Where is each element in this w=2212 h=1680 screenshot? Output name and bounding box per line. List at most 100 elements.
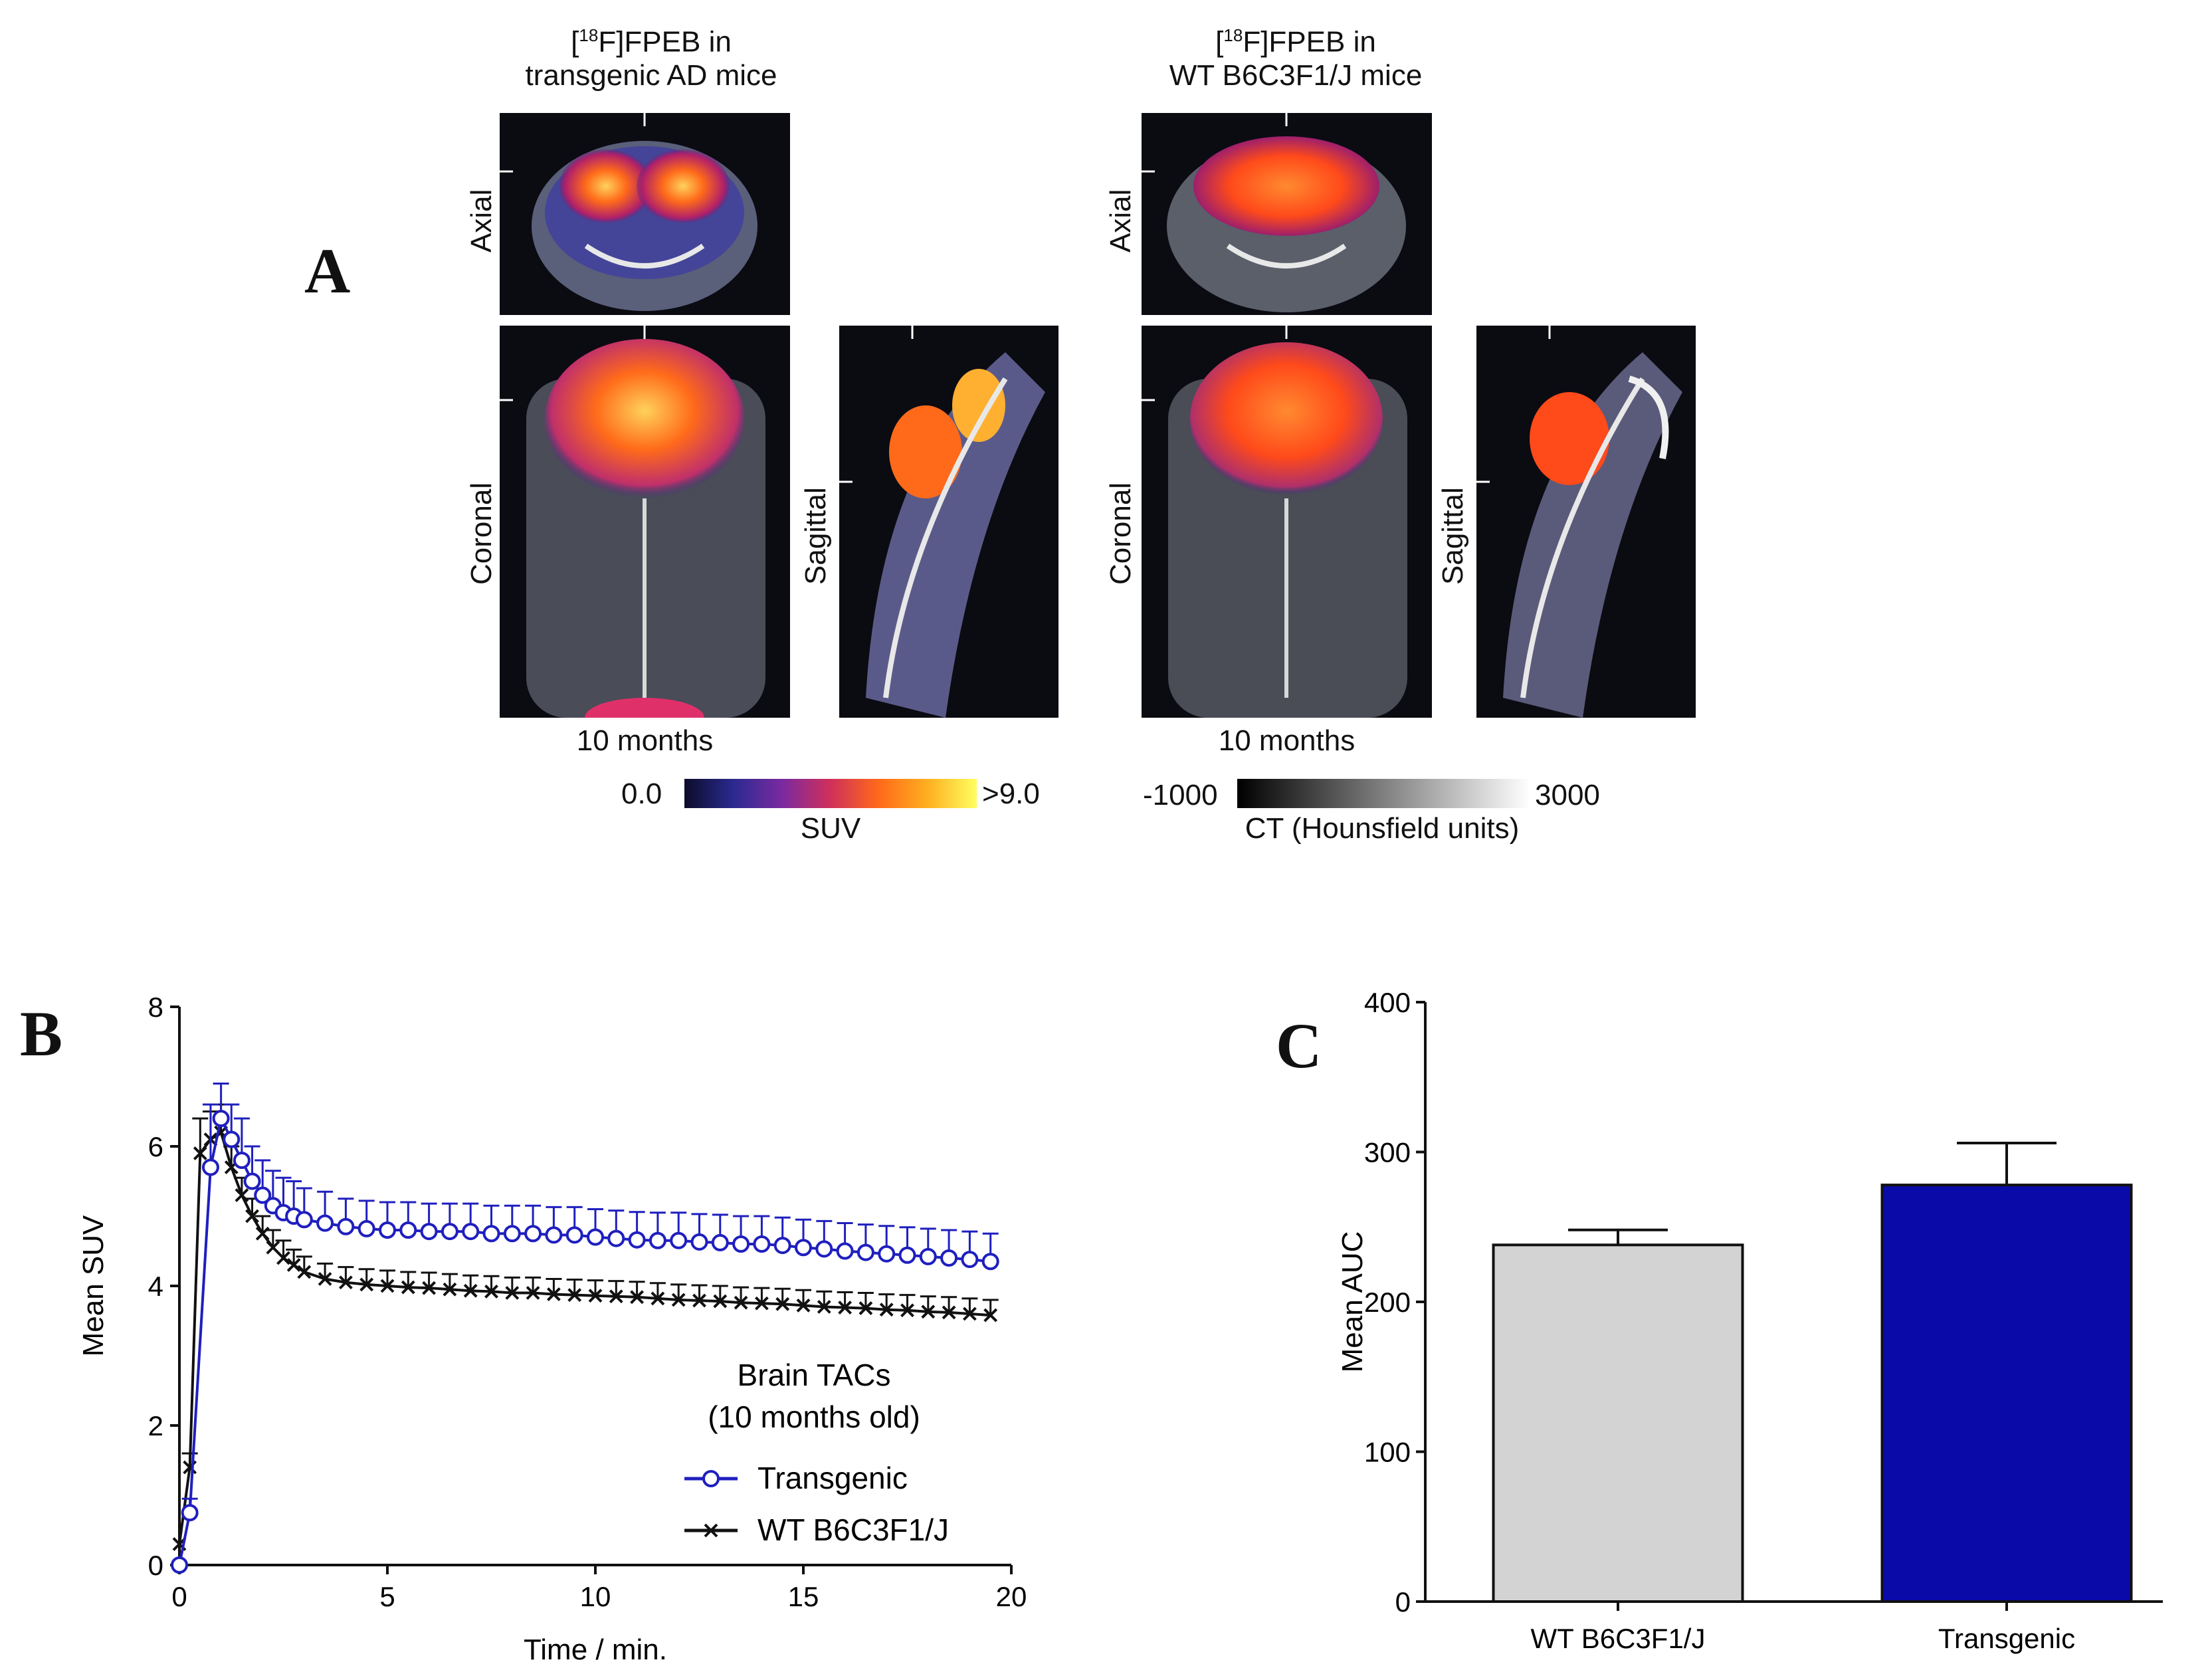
tg-age-label: 10 months (576, 724, 714, 757)
b-point (181, 1504, 199, 1522)
b-point (297, 1265, 312, 1279)
b-legend-transgenic: Transgenic (757, 1461, 908, 1495)
ct-colorbar (1237, 779, 1530, 808)
b-point (754, 1296, 769, 1311)
b-point (670, 1231, 688, 1249)
b-point (422, 1281, 437, 1295)
b-point (286, 1258, 301, 1272)
b-point (649, 1231, 666, 1249)
b-point (692, 1293, 706, 1308)
b-point (630, 1290, 645, 1305)
b-point (775, 1297, 790, 1311)
b-point (482, 1225, 500, 1243)
b-legend-title-2: (10 months old) (708, 1400, 920, 1434)
b-point (266, 1240, 280, 1255)
b-point (484, 1284, 498, 1299)
b-point (243, 1172, 261, 1190)
ct-scale-max: 3000 (1535, 779, 1600, 811)
b-point (359, 1277, 374, 1292)
b-point (940, 1249, 958, 1267)
group-2-title: [18F]FPEB in WT B6C3F1/J mice (1169, 25, 1423, 92)
b-point (380, 1279, 395, 1293)
b-point (919, 1247, 937, 1265)
b-x-tick-label: 0 (171, 1581, 187, 1612)
b-point (921, 1305, 936, 1319)
tg-coronal-label: Coronal (465, 482, 498, 585)
wt-axial-image (1142, 113, 1432, 315)
b-point (690, 1233, 708, 1251)
b-point (609, 1289, 623, 1304)
b-point (545, 1226, 563, 1244)
c-y-tick-label: 0 (1395, 1586, 1411, 1618)
b-point (588, 1289, 603, 1303)
b-point (565, 1226, 583, 1244)
c-x-tick-label: Transgenic (1938, 1623, 2075, 1654)
wt-age-label: 10 months (1218, 724, 1356, 757)
ct-scale-min: -1000 (1143, 779, 1218, 811)
b-point (357, 1219, 375, 1237)
b-x-tick-label: 10 (580, 1581, 611, 1612)
suv-scale-label: SUV (800, 812, 861, 845)
b-point (524, 1225, 542, 1243)
b-point (318, 1272, 332, 1286)
wt-sagittal-image (1476, 326, 1696, 718)
b-point (276, 1251, 290, 1265)
b-point (171, 1556, 188, 1574)
b-point (796, 1298, 811, 1312)
b-point (981, 1253, 999, 1271)
b-point (245, 1209, 259, 1223)
b-point (879, 1303, 894, 1317)
ct-scale-label: CT (Hounsfield units) (1245, 812, 1520, 845)
tg-axial-label: Axial (465, 189, 498, 253)
b-point (546, 1287, 561, 1302)
b-point (295, 1211, 313, 1229)
b-point (255, 1226, 270, 1241)
b-point (201, 1158, 219, 1176)
tg-sagittal-label: Sagittal (799, 487, 832, 585)
b-y-tick-label: 8 (148, 992, 163, 1023)
tg-sagittal-image (839, 326, 1058, 718)
group-1-title: [18F]FPEB in transgenic AD mice (525, 25, 777, 92)
b-point (212, 1110, 230, 1127)
b-y-tick-label: 2 (148, 1410, 163, 1441)
tg-axial-image (500, 113, 790, 315)
b-point (962, 1307, 977, 1321)
b-point (607, 1229, 625, 1247)
b-point (462, 1223, 480, 1241)
wt-coronal-image (1142, 326, 1432, 718)
b-x-tick-label: 5 (379, 1581, 395, 1612)
b-y-tick-label: 0 (148, 1550, 163, 1581)
b-point (337, 1217, 355, 1235)
b-point (898, 1246, 916, 1264)
b-point (858, 1301, 873, 1316)
b-y-tick-label: 4 (148, 1271, 163, 1302)
c-x-tick-label: WT B6C3F1/J (1531, 1623, 1706, 1654)
b-point (773, 1237, 791, 1255)
b-point (711, 1233, 729, 1251)
b-point (651, 1291, 665, 1306)
b-point (399, 1221, 417, 1239)
b-legend-title-1: Brain TACs (738, 1358, 891, 1392)
c-bar (1492, 1243, 1744, 1603)
panel-label-a: A (304, 235, 351, 306)
b-point (815, 1240, 833, 1258)
b-point (223, 1130, 241, 1148)
b-legend-marker-wt (704, 1523, 718, 1538)
b-y-axis-label: Mean SUV (77, 1215, 110, 1356)
b-point (505, 1286, 520, 1300)
b-point (734, 1295, 748, 1310)
b-point (817, 1300, 831, 1314)
c-y-tick-label: 200 (1364, 1287, 1411, 1318)
wt-sagittal-label: Sagittal (1437, 487, 1469, 585)
b-point (379, 1221, 396, 1239)
b-point (567, 1288, 582, 1303)
b-point (463, 1283, 478, 1298)
c-bar (1880, 1184, 2133, 1603)
panel-b-chart: 0 2 4 6 8 0 5 10 15 20 Time / min. Mean SUV Brain… (77, 992, 1027, 1666)
b-point (836, 1242, 854, 1260)
suv-scale-min: 0.0 (621, 778, 662, 810)
b-point (942, 1305, 956, 1320)
b-point (233, 1152, 251, 1169)
b-point (713, 1294, 728, 1309)
b-point (671, 1293, 686, 1307)
